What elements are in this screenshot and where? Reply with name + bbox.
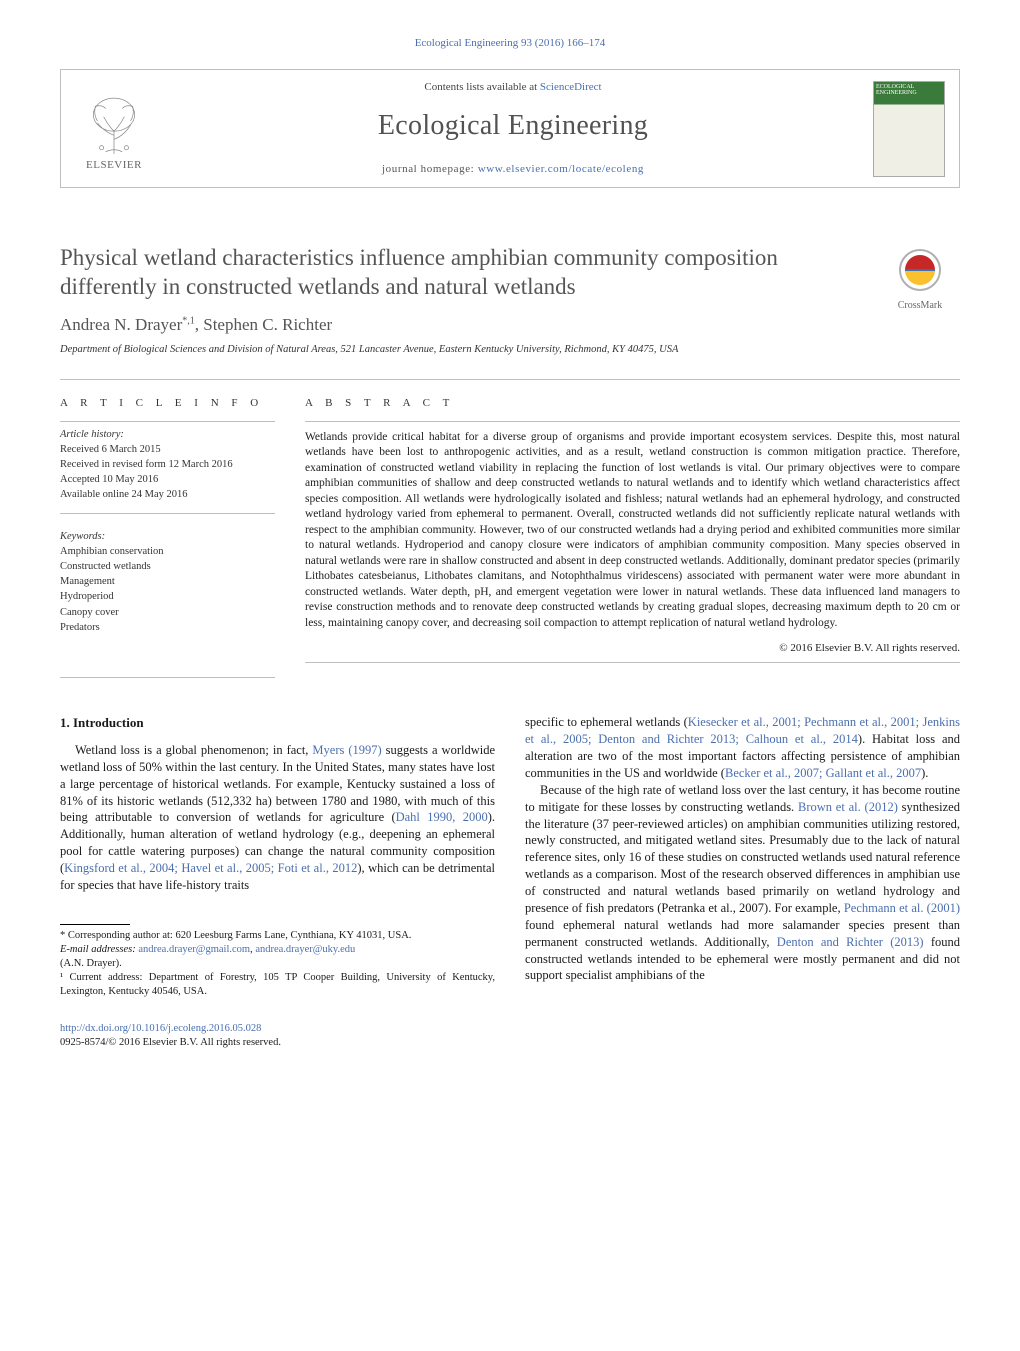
info-abstract-row: A R T I C L E I N F O Article history: R… [60, 396, 960, 663]
current-address-note: ¹ Current address: Department of Forestr… [60, 971, 495, 999]
journal-homepage-line: journal homepage: www.elsevier.com/locat… [163, 162, 863, 177]
section-heading-introduction: 1. Introduction [60, 714, 495, 732]
abstract-text: Wetlands provide critical habitat for a … [305, 430, 960, 632]
article-info-heading: A R T I C L E I N F O [60, 396, 275, 411]
online-date: Available online 24 May 2016 [60, 488, 275, 502]
received-date: Received 6 March 2015 [60, 443, 275, 457]
keyword: Amphibian conservation [60, 545, 275, 559]
intro-paragraph-2: Because of the high rate of wetland loss… [525, 782, 960, 985]
author-email-link[interactable]: andrea.drayer@uky.edu [255, 944, 355, 955]
article-header: Physical wetland characteristics influen… [60, 244, 960, 302]
journal-cover-thumbnail: ECOLOGICAL ENGINEERING [873, 81, 945, 177]
journal-citation: Ecological Engineering 93 (2016) 166–174 [60, 36, 960, 51]
divider [60, 421, 275, 422]
divider [60, 379, 960, 380]
citation-link[interactable]: Dahl 1990, 2000 [396, 810, 488, 824]
author-1-sup: *,1 [182, 315, 195, 326]
contents-available-line: Contents lists available at ScienceDirec… [163, 80, 863, 95]
intro-paragraph-1-continued: specific to ephemeral wetlands (Kiesecke… [525, 714, 960, 782]
header-center: Contents lists available at ScienceDirec… [153, 80, 873, 177]
doi-block: http://dx.doi.org/10.1016/j.ecoleng.2016… [60, 1022, 495, 1050]
sciencedirect-link[interactable]: ScienceDirect [540, 81, 602, 93]
elsevier-tree-icon [83, 94, 145, 156]
journal-header-box: ELSEVIER Contents lists available at Sci… [60, 69, 960, 188]
citation-link[interactable]: Brown et al. (2012) [798, 800, 898, 814]
publisher-name: ELSEVIER [86, 158, 142, 173]
journal-homepage-link[interactable]: www.elsevier.com/locate/ecoleng [478, 163, 644, 175]
author-email-link[interactable]: andrea.drayer@gmail.com [138, 944, 250, 955]
authors-line: Andrea N. Drayer*,1, Stephen C. Richter [60, 314, 960, 337]
email-line: E-mail addresses: andrea.drayer@gmail.co… [60, 943, 495, 957]
crossmark-icon [898, 248, 942, 292]
keyword: Canopy cover [60, 606, 275, 620]
body-two-column: 1. Introduction Wetland loss is a global… [60, 714, 960, 1050]
abstract-column: A B S T R A C T Wetlands provide critica… [305, 396, 960, 663]
email-owner: (A.N. Drayer). [60, 957, 495, 971]
affiliation: Department of Biological Sciences and Di… [60, 343, 960, 357]
keyword: Predators [60, 621, 275, 635]
intro-paragraph-1: Wetland loss is a global phenomenon; in … [60, 742, 495, 894]
crossmark-label: CrossMark [880, 299, 960, 313]
author-1: Andrea N. Drayer [60, 315, 182, 334]
citation-link[interactable]: Kingsford et al., 2004; Havel et al., 20… [64, 861, 357, 875]
article-title: Physical wetland characteristics influen… [60, 244, 960, 302]
article-info-column: A R T I C L E I N F O Article history: R… [60, 396, 275, 663]
divider [60, 513, 275, 514]
doi-link[interactable]: http://dx.doi.org/10.1016/j.ecoleng.2016… [60, 1023, 261, 1034]
footnotes-block: * Corresponding author at: 620 Leesburg … [60, 924, 495, 1000]
citation-link[interactable]: Pechmann et al. (2001) [844, 901, 960, 915]
footnote-rule [60, 924, 130, 925]
abstract-heading: A B S T R A C T [305, 396, 960, 411]
keyword: Constructed wetlands [60, 560, 275, 574]
divider [305, 421, 960, 422]
issn-copyright: 0925-8574/© 2016 Elsevier B.V. All right… [60, 1036, 495, 1050]
keywords-label: Keywords: [60, 530, 275, 544]
abstract-copyright: © 2016 Elsevier B.V. All rights reserved… [305, 641, 960, 656]
citation-link[interactable]: Myers (1997) [312, 743, 381, 757]
journal-name: Ecological Engineering [163, 107, 863, 145]
author-2: Stephen C. Richter [203, 315, 332, 334]
revised-date: Received in revised form 12 March 2016 [60, 458, 275, 472]
article-history-label: Article history: [60, 428, 275, 442]
crossmark-badge[interactable]: CrossMark [880, 248, 960, 312]
publisher-logo: ELSEVIER [75, 85, 153, 173]
accepted-date: Accepted 10 May 2016 [60, 473, 275, 487]
keyword: Hydroperiod [60, 590, 275, 604]
corresponding-author-note: * Corresponding author at: 620 Leesburg … [60, 929, 495, 943]
keyword: Management [60, 575, 275, 589]
journal-citation-link[interactable]: Ecological Engineering 93 (2016) 166–174 [415, 37, 606, 49]
divider [305, 662, 960, 663]
citation-link[interactable]: Becker et al., 2007; Gallant et al., 200… [725, 766, 921, 780]
citation-link[interactable]: Denton and Richter (2013) [777, 935, 924, 949]
divider [60, 677, 275, 678]
